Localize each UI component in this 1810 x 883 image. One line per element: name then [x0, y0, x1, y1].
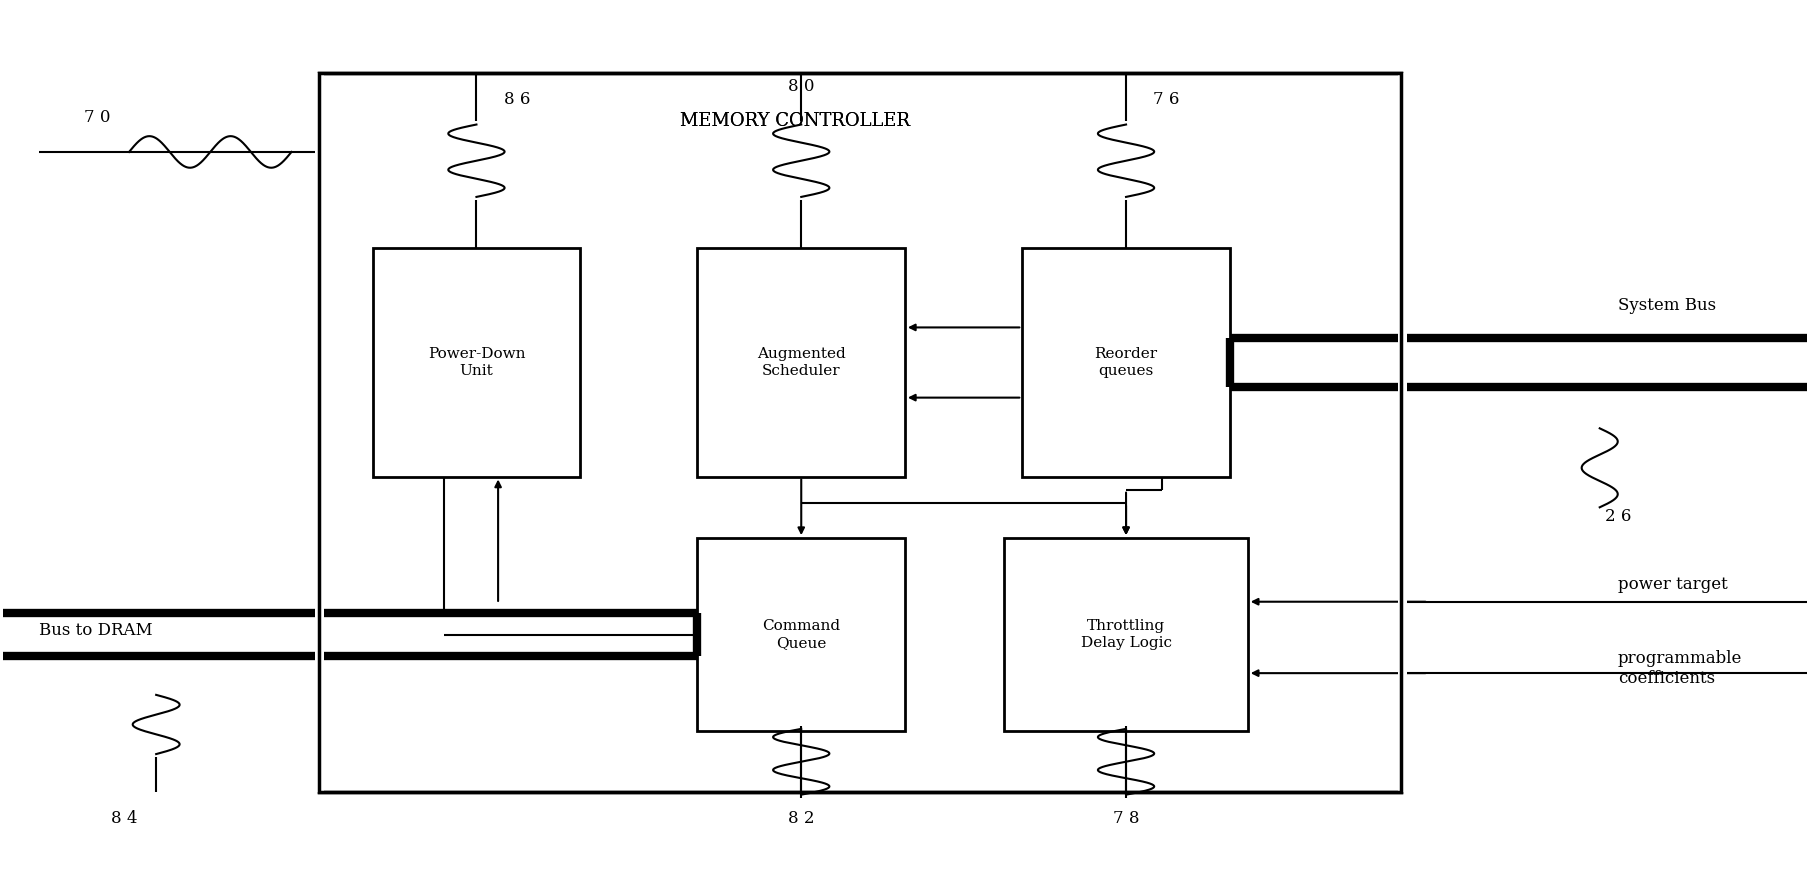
Text: Power-Down
Unit: Power-Down Unit — [427, 347, 525, 378]
Bar — [373, 248, 581, 477]
Text: MEMORY CONTROLLER: MEMORY CONTROLLER — [681, 112, 910, 130]
Text: Reorder
queues: Reorder queues — [1095, 347, 1158, 378]
Text: 2 6: 2 6 — [1605, 508, 1631, 525]
Text: Augmented
Scheduler: Augmented Scheduler — [757, 347, 845, 378]
Text: programmable
coefficients: programmable coefficients — [1618, 651, 1743, 687]
Bar — [697, 248, 905, 477]
Bar — [697, 538, 905, 731]
Text: 7 8: 7 8 — [1113, 810, 1138, 827]
Bar — [319, 73, 1401, 792]
Text: MEMORY CONTROLLER: MEMORY CONTROLLER — [681, 112, 910, 130]
Text: Command
Queue: Command Queue — [762, 620, 840, 650]
Text: Throttling
Delay Logic: Throttling Delay Logic — [1081, 620, 1171, 650]
Bar — [1397, 73, 1406, 792]
Text: 7 0: 7 0 — [83, 109, 110, 125]
Text: Bus to DRAM: Bus to DRAM — [38, 622, 152, 638]
Text: 8 2: 8 2 — [787, 810, 814, 827]
Text: 8 4: 8 4 — [110, 810, 138, 827]
Bar — [319, 73, 1401, 792]
Text: power target: power target — [1618, 576, 1727, 593]
Bar — [1023, 248, 1229, 477]
Text: 8 0: 8 0 — [787, 78, 814, 94]
Text: 8 6: 8 6 — [503, 91, 530, 108]
Bar — [315, 73, 324, 792]
Text: 7 6: 7 6 — [1153, 91, 1180, 108]
Bar — [1005, 538, 1247, 731]
Text: System Bus: System Bus — [1618, 297, 1716, 314]
